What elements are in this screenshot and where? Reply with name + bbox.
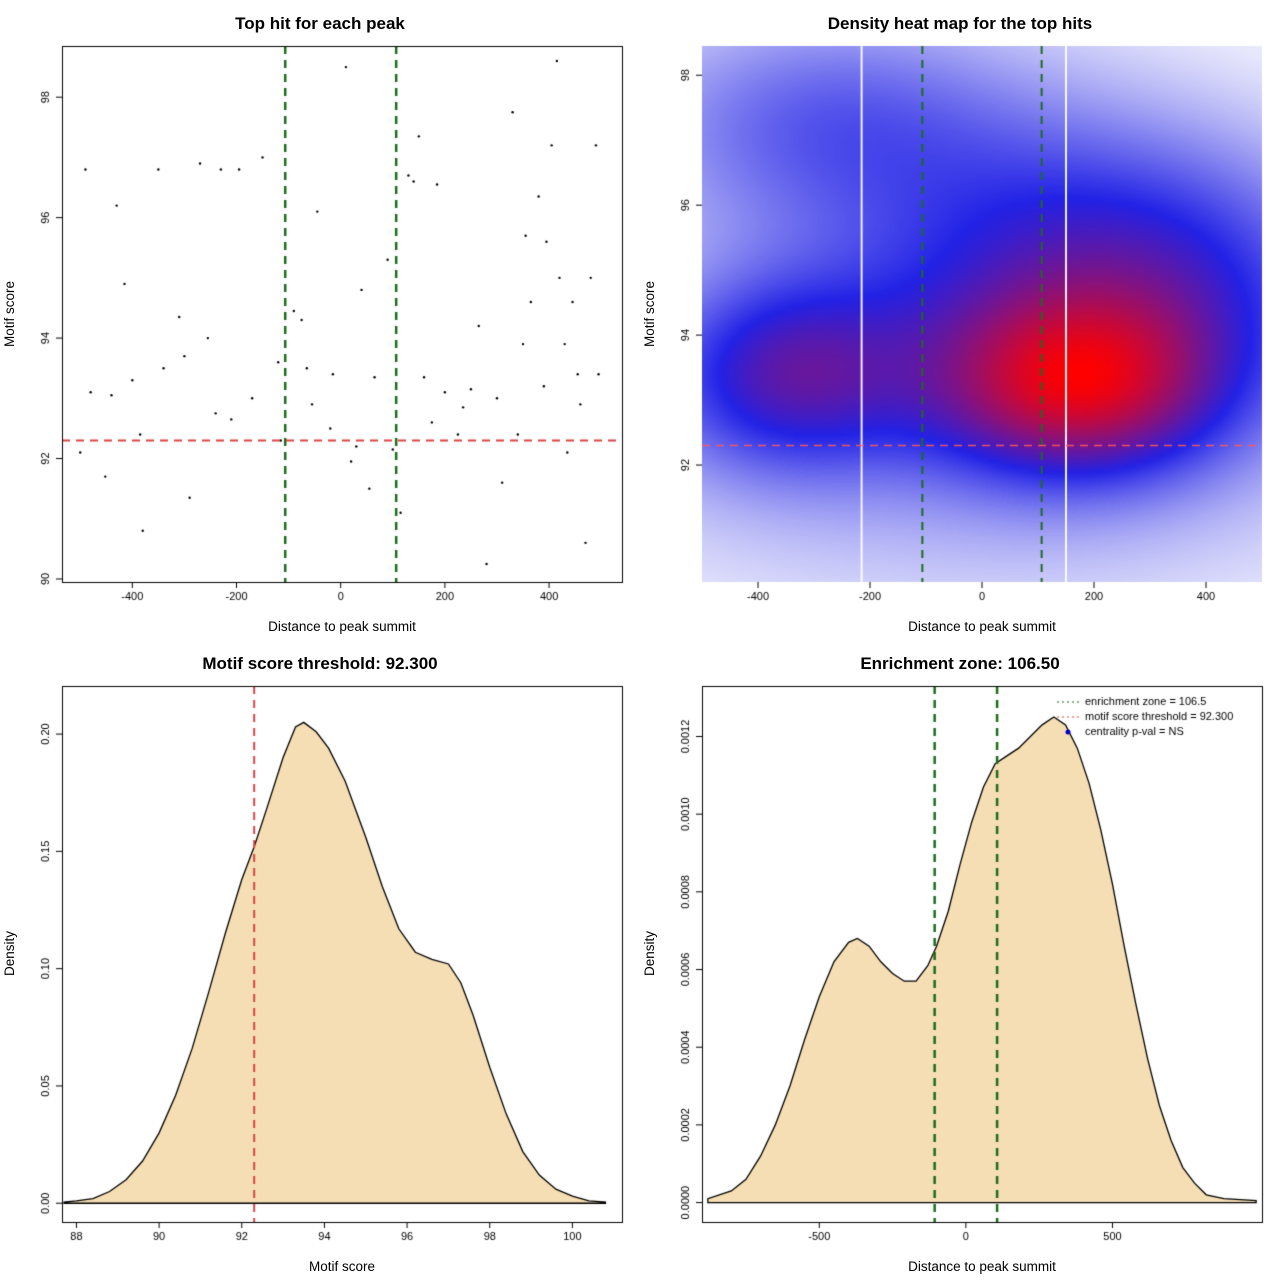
panel-motif-score-density: Motif score threshold: 92.300 Density Mo…	[0, 640, 640, 1280]
heatmap-y-axis-label: Motif score	[642, 46, 657, 582]
panel-enrichment-zone-density: Enrichment zone: 106.50 Density Distance…	[640, 640, 1280, 1280]
score-density-y-axis-label-text: Density	[2, 931, 17, 977]
scatter-title: Top hit for each peak	[235, 14, 405, 33]
scatter-y-axis-label: Motif score	[2, 46, 17, 582]
score-density-x-axis-label: Motif score	[308, 1259, 376, 1274]
score-density-canvas	[0, 640, 640, 1280]
panel-density-heatmap: Density heat map for the top hits Motif …	[640, 0, 1280, 640]
scatter-plot-canvas	[0, 0, 640, 640]
enrichment-zone-title: Enrichment zone: 106.50	[860, 654, 1060, 673]
scatter-y-axis-label-text: Motif score	[2, 280, 17, 348]
heatmap-title: Density heat map for the top hits	[827, 14, 1093, 33]
score-density-y-axis-label: Density	[2, 686, 17, 1222]
panel-top-hits-scatter: Top hit for each peak Motif score Distan…	[0, 0, 640, 640]
position-density-y-axis-label: Density	[642, 686, 657, 1222]
heatmap-canvas	[640, 0, 1280, 640]
scatter-x-axis-label: Distance to peak summit	[268, 619, 416, 634]
heatmap-y-axis-label-text: Motif score	[642, 280, 657, 348]
position-density-canvas	[640, 640, 1280, 1280]
score-density-title: Motif score threshold: 92.300	[202, 654, 438, 673]
position-density-x-axis-label: Distance to peak summit	[908, 1259, 1056, 1274]
heatmap-x-axis-label: Distance to peak summit	[908, 619, 1056, 634]
position-density-y-axis-label-text: Density	[642, 931, 657, 977]
